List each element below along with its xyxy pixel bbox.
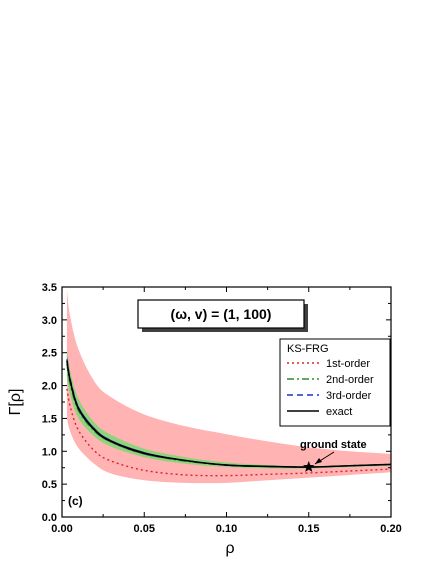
ground-state-star-icon bbox=[303, 461, 315, 472]
legend: KS-FRG 1st-order 2nd-order 3rd-order exact bbox=[279, 338, 391, 427]
series-line-1st-order bbox=[66, 388, 392, 477]
legend-label-exact: exact bbox=[326, 406, 352, 418]
ground-state-annotation: ground state bbox=[300, 439, 367, 465]
x-tick-label: 0.20 bbox=[380, 523, 401, 535]
legend-label-1st-order: 1st-order bbox=[326, 358, 370, 370]
y-tick-label: 0.5 bbox=[42, 479, 57, 491]
x-axis-label: ρ bbox=[225, 540, 234, 557]
x-tick-label: 0.05 bbox=[134, 523, 155, 535]
panel-label: (c) bbox=[68, 494, 83, 508]
ground-state-label: ground state bbox=[300, 439, 367, 451]
y-axis-label: Γ[ρ] bbox=[7, 389, 24, 416]
axis-ticks: 0.00 0.05 0.10 0.15 0.20 0.0 0.5 1.0 1.5 2.0 2.5 3.… bbox=[42, 282, 402, 535]
legend-label-2nd-order: 2nd-order bbox=[326, 374, 374, 386]
x-tick-label: 0.00 bbox=[51, 523, 72, 535]
y-tick-label: 1.0 bbox=[42, 446, 57, 458]
y-tick-label: 0.0 bbox=[42, 512, 57, 524]
legend-title: KS-FRG bbox=[287, 343, 329, 355]
x-tick-label: 0.15 bbox=[298, 523, 319, 535]
x-tick-label: 0.10 bbox=[216, 523, 237, 535]
parameter-text: (ω, v) = (1, 100) bbox=[171, 306, 272, 322]
y-tick-label: 1.5 bbox=[42, 413, 57, 425]
band-0 bbox=[66, 290, 391, 484]
y-tick-label: 3.0 bbox=[42, 315, 57, 327]
legend-label-3rd-order: 3rd-order bbox=[326, 390, 372, 402]
parameter-box: (ω, v) = (1, 100) bbox=[137, 299, 308, 332]
y-tick-label: 2.0 bbox=[42, 381, 57, 393]
uncertainty-bands bbox=[66, 290, 391, 484]
y-tick-label: 3.5 bbox=[42, 282, 57, 294]
y-tick-label: 2.5 bbox=[42, 348, 57, 360]
